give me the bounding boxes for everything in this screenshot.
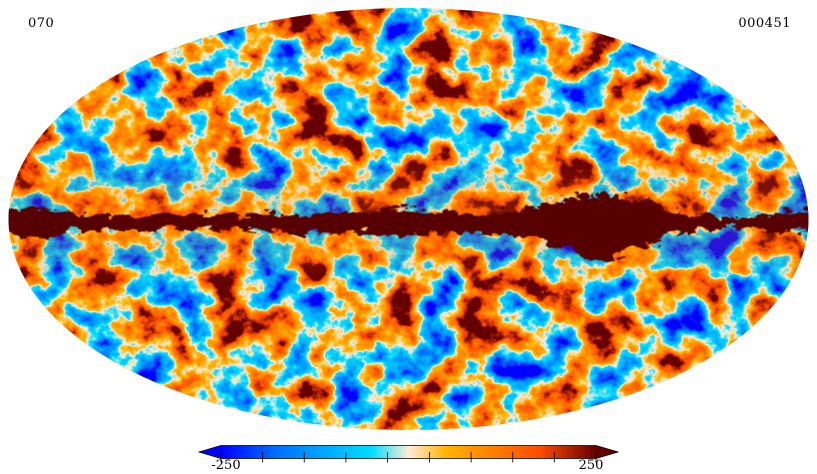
colorbar-max-label: 250	[578, 458, 604, 473]
frequency-band-label: 070	[28, 16, 55, 31]
colorbar	[198, 445, 619, 463]
colorbar-ticks	[220, 452, 597, 463]
mollweide-sky-map	[8, 8, 809, 430]
colorbar-gradient-bar	[198, 445, 619, 459]
galactic-plane	[8, 191, 809, 256]
frame-number-label: 000451	[738, 16, 791, 31]
colorbar-min-label: -250	[211, 458, 241, 473]
